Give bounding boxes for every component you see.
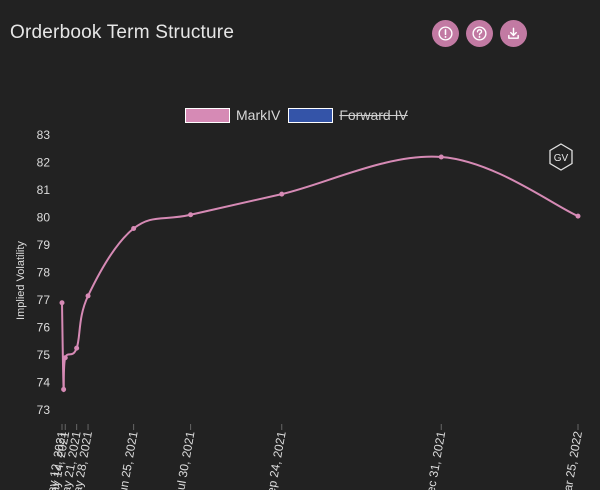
legend-swatch-markiv <box>185 107 230 123</box>
legend-item-markiv[interactable]: MarkIV <box>185 107 280 123</box>
y-tick-label: 77 <box>37 293 51 307</box>
y-tick-label: 82 <box>37 156 51 170</box>
gv-badge-text: GV <box>554 153 569 164</box>
exclamation-circle-icon <box>438 26 453 41</box>
legend-label-markiv: MarkIV <box>236 107 281 123</box>
x-tick-label: Jun 25, 2021 <box>115 430 141 490</box>
data-point-markiv <box>131 226 137 231</box>
y-tick-label: 79 <box>37 238 51 252</box>
legend-item-forward-iv[interactable]: Forward IV <box>288 107 408 123</box>
chart-legend: MarkIV Forward IV <box>185 107 408 123</box>
data-point-markiv <box>438 154 444 160</box>
y-tick-label: 78 <box>37 266 51 280</box>
x-tick-label: Mar 25, 2022 <box>559 430 585 490</box>
data-point-markiv <box>188 212 194 218</box>
y-tick-label: 81 <box>37 183 51 197</box>
y-tick-label: 83 <box>37 128 51 142</box>
chart-toolbar <box>432 20 527 47</box>
y-axis-label: Implied Volatility <box>15 241 27 320</box>
data-point-markiv <box>85 293 91 299</box>
download-button[interactable] <box>500 20 527 47</box>
info-button[interactable] <box>432 20 459 47</box>
data-point-markiv <box>62 355 68 361</box>
question-circle-icon <box>472 26 487 41</box>
data-point-markiv <box>575 213 581 219</box>
legend-label-forward-iv: Forward IV <box>339 107 408 123</box>
y-tick-label: 73 <box>37 403 51 417</box>
legend-swatch-forward-iv <box>288 107 334 123</box>
x-tick-label: Jul 30, 2021 <box>172 430 197 490</box>
data-point-markiv <box>279 191 285 197</box>
y-tick-label: 75 <box>37 348 51 362</box>
y-tick-label: 74 <box>37 376 51 390</box>
download-icon <box>508 27 519 39</box>
data-point-markiv <box>74 345 80 351</box>
y-tick-label: 80 <box>37 211 51 225</box>
y-tick-label: 76 <box>37 321 51 335</box>
x-tick-label: Dec 31, 2021 <box>422 430 448 490</box>
data-point-markiv <box>61 386 67 392</box>
gv-logo-badge: GV <box>549 143 573 171</box>
x-tick-label: Sep 24, 2021 <box>263 430 289 490</box>
page-title: Orderbook Term Structure <box>10 22 235 43</box>
help-button[interactable] <box>466 20 493 47</box>
series-line-markiv <box>61 155 579 393</box>
data-point-markiv <box>59 300 65 306</box>
